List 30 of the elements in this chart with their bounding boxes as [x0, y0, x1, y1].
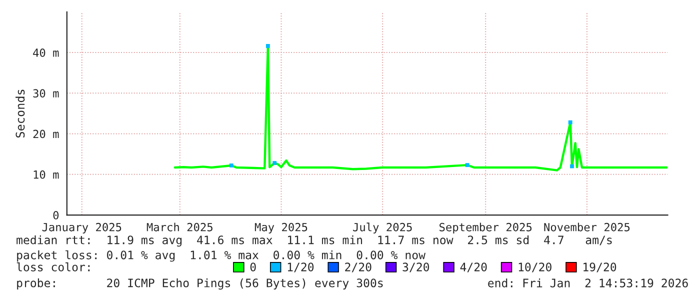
legend-label: 1/20 — [288, 262, 314, 272]
text: end: Fri Jan 2 14:53:19 2026 — [488, 278, 688, 288]
text: packet loss: 0.01 % avg 1.01 % max 0.00 % min 0.00 % now — [17, 250, 426, 262]
legend-title: loss color: — [16, 262, 90, 272]
point — [229, 163, 234, 168]
x-tick-label: July 2025 — [353, 222, 412, 234]
legend-label: 0 — [250, 262, 256, 272]
point — [570, 164, 574, 168]
x-tick-label: November 2025 — [544, 222, 630, 232]
y-tick-label: 40 m — [33, 48, 59, 57]
y-tick-label: 30 m — [33, 89, 59, 98]
point — [465, 163, 470, 168]
y-axis-title: Seconds — [16, 90, 25, 138]
y-tick-label: 20 m — [33, 130, 59, 138]
x-tick-label: May 2025 — [254, 222, 308, 234]
legend-label: 10/20 — [518, 262, 552, 272]
point — [568, 120, 572, 124]
legend-label: 4/20 — [460, 262, 487, 272]
y-tick-label: 0 — [53, 211, 59, 220]
y-tick-label: 10 m — [34, 170, 59, 179]
legend-label: 19/20 — [584, 262, 616, 272]
x-tick-label: January 2025 — [42, 222, 122, 234]
text: probe: 20 ICMP Echo Pings (56 Bytes) every 300s — [17, 278, 383, 290]
x-tick-label: September 2025 — [440, 222, 532, 234]
point — [266, 44, 270, 48]
x-tick-label: March 2025 — [146, 222, 212, 232]
legend-label: 3/20 — [402, 262, 430, 272]
text: median rtt: 11.9 ms avg 41.6 ms max 11.1 ms min 11.7 ms now 2.5 ms sd 4.7 am/s — [16, 235, 612, 247]
legend-label: 2/20 — [345, 262, 372, 272]
point — [272, 161, 277, 165]
